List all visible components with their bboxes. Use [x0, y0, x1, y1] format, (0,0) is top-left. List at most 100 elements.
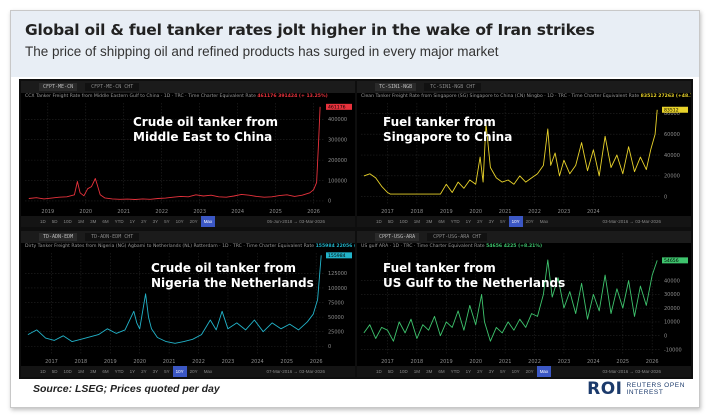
range-button-10d[interactable]: 10D: [63, 219, 72, 224]
series-line: [363, 109, 658, 195]
range-button-20y[interactable]: 20Y: [525, 369, 534, 374]
range-button-1y[interactable]: 1Y: [465, 369, 472, 374]
range-button-3y[interactable]: 3Y: [488, 369, 495, 374]
x-tick-label: 2023: [193, 209, 206, 215]
range-button-5d[interactable]: 5D: [51, 219, 58, 224]
range-button-3m[interactable]: 3M: [426, 369, 433, 374]
range-button-5d[interactable]: 5D: [51, 369, 58, 374]
range-button-max[interactable]: Max: [200, 216, 216, 227]
range-button-1y[interactable]: 1Y: [465, 219, 472, 224]
x-tick-label: 2020: [469, 359, 482, 365]
y-tick-label: 20000: [664, 174, 680, 180]
series-legend-text: Dirty Tanker Freight Rates from Nigeria …: [25, 244, 316, 249]
y-tick-label: 25000: [328, 329, 344, 335]
range-button-2y[interactable]: 2Y: [141, 369, 147, 374]
panel-toolbar: TD-ADN-EDM TD-ADN-EDM CHT: [21, 231, 355, 243]
ric-field[interactable]: CFPT-ME-CN: [39, 83, 78, 91]
range-button-2y[interactable]: 2Y: [141, 219, 147, 224]
ric-field[interactable]: TD-ADN-EDM: [39, 233, 78, 241]
range-button-3m[interactable]: 3M: [90, 369, 97, 374]
range-button-1d[interactable]: 1D: [376, 219, 382, 224]
last-value-label: 155984: [328, 253, 346, 259]
y-tick-label: 0: [664, 334, 667, 340]
series-legend: Clean Tanker Freight Rate from Singapore…: [361, 94, 691, 99]
range-button-10d[interactable]: 10D: [399, 369, 408, 374]
range-button-1m[interactable]: 1M: [77, 369, 85, 374]
range-button-ytd[interactable]: YTD: [114, 219, 124, 224]
range-button-10y[interactable]: 10Y: [175, 219, 184, 224]
x-tick-label: 2020: [133, 359, 146, 365]
range-button-3m[interactable]: 3M: [426, 219, 433, 224]
range-button-1m[interactable]: 1M: [413, 219, 421, 224]
range-button-5y[interactable]: 5Y: [500, 219, 506, 224]
range-button-1d[interactable]: 1D: [40, 369, 46, 374]
range-button-10d[interactable]: 10D: [63, 369, 72, 374]
y-tick-label: 60000: [664, 132, 680, 138]
date-range[interactable]: 07-Mar-2016 → 03-Mar-2026: [266, 369, 325, 374]
header-band: Global oil & fuel tanker rates jolt high…: [11, 11, 699, 77]
x-tick-label: 2023: [222, 359, 235, 365]
x-tick-label: 2018: [75, 359, 88, 365]
range-button-10d[interactable]: 10D: [399, 219, 408, 224]
y-tick-label: 100000: [328, 178, 347, 184]
range-button-3m[interactable]: 3M: [90, 219, 97, 224]
range-button-20y[interactable]: 20Y: [189, 219, 198, 224]
range-button-3y[interactable]: 3Y: [152, 219, 159, 224]
source-note: Source: LSEG; Prices quoted per day: [33, 383, 220, 395]
series-legend-text: Clean Tanker Freight Rate from Singapore…: [361, 94, 641, 99]
range-button-6m[interactable]: 6M: [438, 219, 445, 224]
range-button-2y[interactable]: 2Y: [477, 369, 483, 374]
date-range[interactable]: 03-Mar-2016 → 03-Mar-2026: [602, 219, 661, 224]
range-button-1d[interactable]: 1D: [40, 219, 46, 224]
y-tick-label: 0: [328, 344, 331, 350]
panel-singapore-china: TC-SIN1-NGB TC-SIN1-NGB CHT Clean Tanker F…: [357, 81, 691, 227]
range-button-1d[interactable]: 1D: [376, 369, 382, 374]
x-tick-label: 2021: [499, 359, 512, 365]
panel-middle-east-china: CFPT-ME-CN CFPT-ME-CN CHT CCX Tanker Freig…: [21, 81, 355, 227]
range-button-ytd[interactable]: YTD: [114, 369, 124, 374]
series-legend-value: 461176 391424 (+ 13.25%): [257, 94, 328, 99]
chart-tab[interactable]: TC-SIN1-NGB CHT: [424, 83, 482, 91]
x-tick-label: 2022: [192, 359, 205, 365]
range-button-10y[interactable]: 10Y: [511, 369, 520, 374]
range-button-6m[interactable]: 6M: [102, 369, 109, 374]
chart-tab[interactable]: TD-ADN-EDM CHT: [85, 233, 140, 241]
range-button-5d[interactable]: 5D: [387, 219, 394, 224]
last-value-label: 54656: [664, 258, 679, 264]
chart-tab[interactable]: CFPT-ME-CN CHT: [85, 83, 140, 91]
range-button-5y[interactable]: 5Y: [164, 369, 170, 374]
series-line: [27, 255, 322, 344]
range-button-ytd[interactable]: YTD: [450, 369, 460, 374]
series-legend-text: CCX Tanker Freight Rate from Middle East…: [25, 94, 258, 99]
ric-field[interactable]: CPPT-USG-ARA: [375, 233, 420, 241]
range-button-5y[interactable]: 5Y: [164, 219, 170, 224]
range-button-5y[interactable]: 5Y: [500, 369, 506, 374]
range-button-3y[interactable]: 3Y: [488, 219, 495, 224]
range-button-20y[interactable]: 20Y: [189, 369, 198, 374]
range-button-ytd[interactable]: YTD: [450, 219, 460, 224]
range-button-1m[interactable]: 1M: [413, 369, 421, 374]
date-range[interactable]: 03-Mar-2016 → 03-Mar-2026: [602, 369, 661, 374]
range-button-10y[interactable]: 10Y: [172, 366, 187, 377]
range-button-6m[interactable]: 6M: [438, 369, 445, 374]
range-button-2y[interactable]: 2Y: [477, 219, 483, 224]
range-button-3y[interactable]: 3Y: [152, 369, 159, 374]
x-tick-label: 2017: [381, 359, 394, 365]
series-legend-text: US gulf ARA · 1D · TRC · Time Charter Eq…: [361, 244, 487, 249]
ric-field[interactable]: TC-SIN1-NGB: [375, 83, 417, 91]
date-range[interactable]: 05-Jun-2018 → 03-Mar-2026: [266, 219, 325, 224]
range-button-5d[interactable]: 5D: [387, 369, 394, 374]
range-button-max[interactable]: Max: [536, 366, 552, 377]
range-button-20y[interactable]: 20Y: [525, 219, 534, 224]
series-legend-value: 54656 4225 (+8.21%): [486, 244, 543, 249]
range-button-10y[interactable]: 10Y: [508, 216, 523, 227]
range-button-6m[interactable]: 6M: [102, 219, 109, 224]
range-button-1y[interactable]: 1Y: [129, 369, 136, 374]
range-button-max[interactable]: Max: [539, 219, 549, 224]
range-button-1y[interactable]: 1Y: [129, 219, 136, 224]
y-tick-label: 40000: [664, 153, 680, 159]
chart-tab[interactable]: CPPT-USG-ARA CHT: [427, 233, 488, 241]
last-value-marker: [326, 103, 352, 110]
range-button-max[interactable]: Max: [203, 369, 213, 374]
range-button-1m[interactable]: 1M: [77, 219, 85, 224]
